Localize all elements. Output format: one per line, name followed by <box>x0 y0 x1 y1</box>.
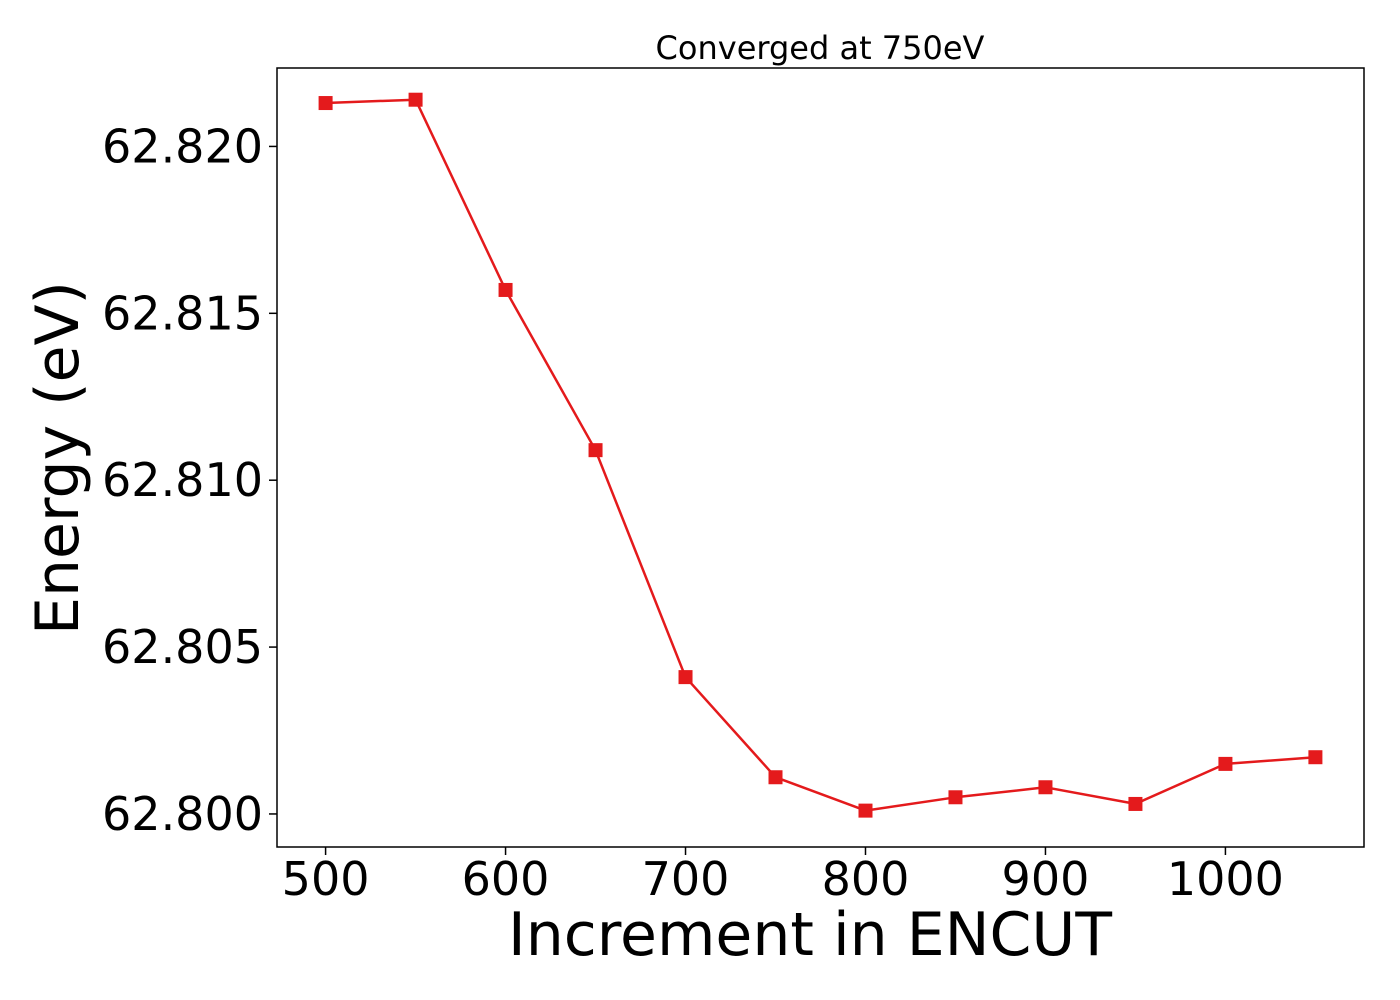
y-tick-label: 62.805 <box>102 620 263 674</box>
y-tick-label: 62.810 <box>102 453 263 507</box>
data-point <box>948 790 963 805</box>
data-point <box>678 670 693 685</box>
data-point <box>768 770 783 785</box>
plot-area <box>318 92 1323 818</box>
x-tick-label: 900 <box>1002 852 1090 906</box>
x-axis-label: Increment in ENCUT <box>508 900 1112 970</box>
x-tick-label: 700 <box>642 852 730 906</box>
data-point <box>1308 750 1323 765</box>
x-tick-label: 1000 <box>1167 852 1284 906</box>
x-axis: 500 600 700 800 900 1000 <box>282 847 1284 906</box>
data-point <box>1218 756 1233 771</box>
x-tick-label: 600 <box>462 852 550 906</box>
data-point <box>858 803 873 818</box>
series-line <box>325 98 1316 812</box>
x-tick-label: 500 <box>282 852 370 906</box>
data-point <box>1038 780 1053 795</box>
y-tick-label: 62.815 <box>102 286 263 340</box>
plot-frame <box>276 67 1365 848</box>
data-point <box>318 96 333 111</box>
data-point <box>1128 796 1143 811</box>
data-point <box>498 282 513 297</box>
x-tick-label: 800 <box>822 852 910 906</box>
data-point <box>408 92 423 107</box>
data-point <box>588 443 603 458</box>
y-tick-label: 62.820 <box>102 119 263 173</box>
y-axis-label: Energy (eV) <box>23 281 93 635</box>
y-tick-label: 62.800 <box>102 787 263 841</box>
y-axis: 62.800 62.805 62.810 62.815 62.820 <box>102 119 277 841</box>
chart-title: Converged at 750eV <box>656 29 985 67</box>
